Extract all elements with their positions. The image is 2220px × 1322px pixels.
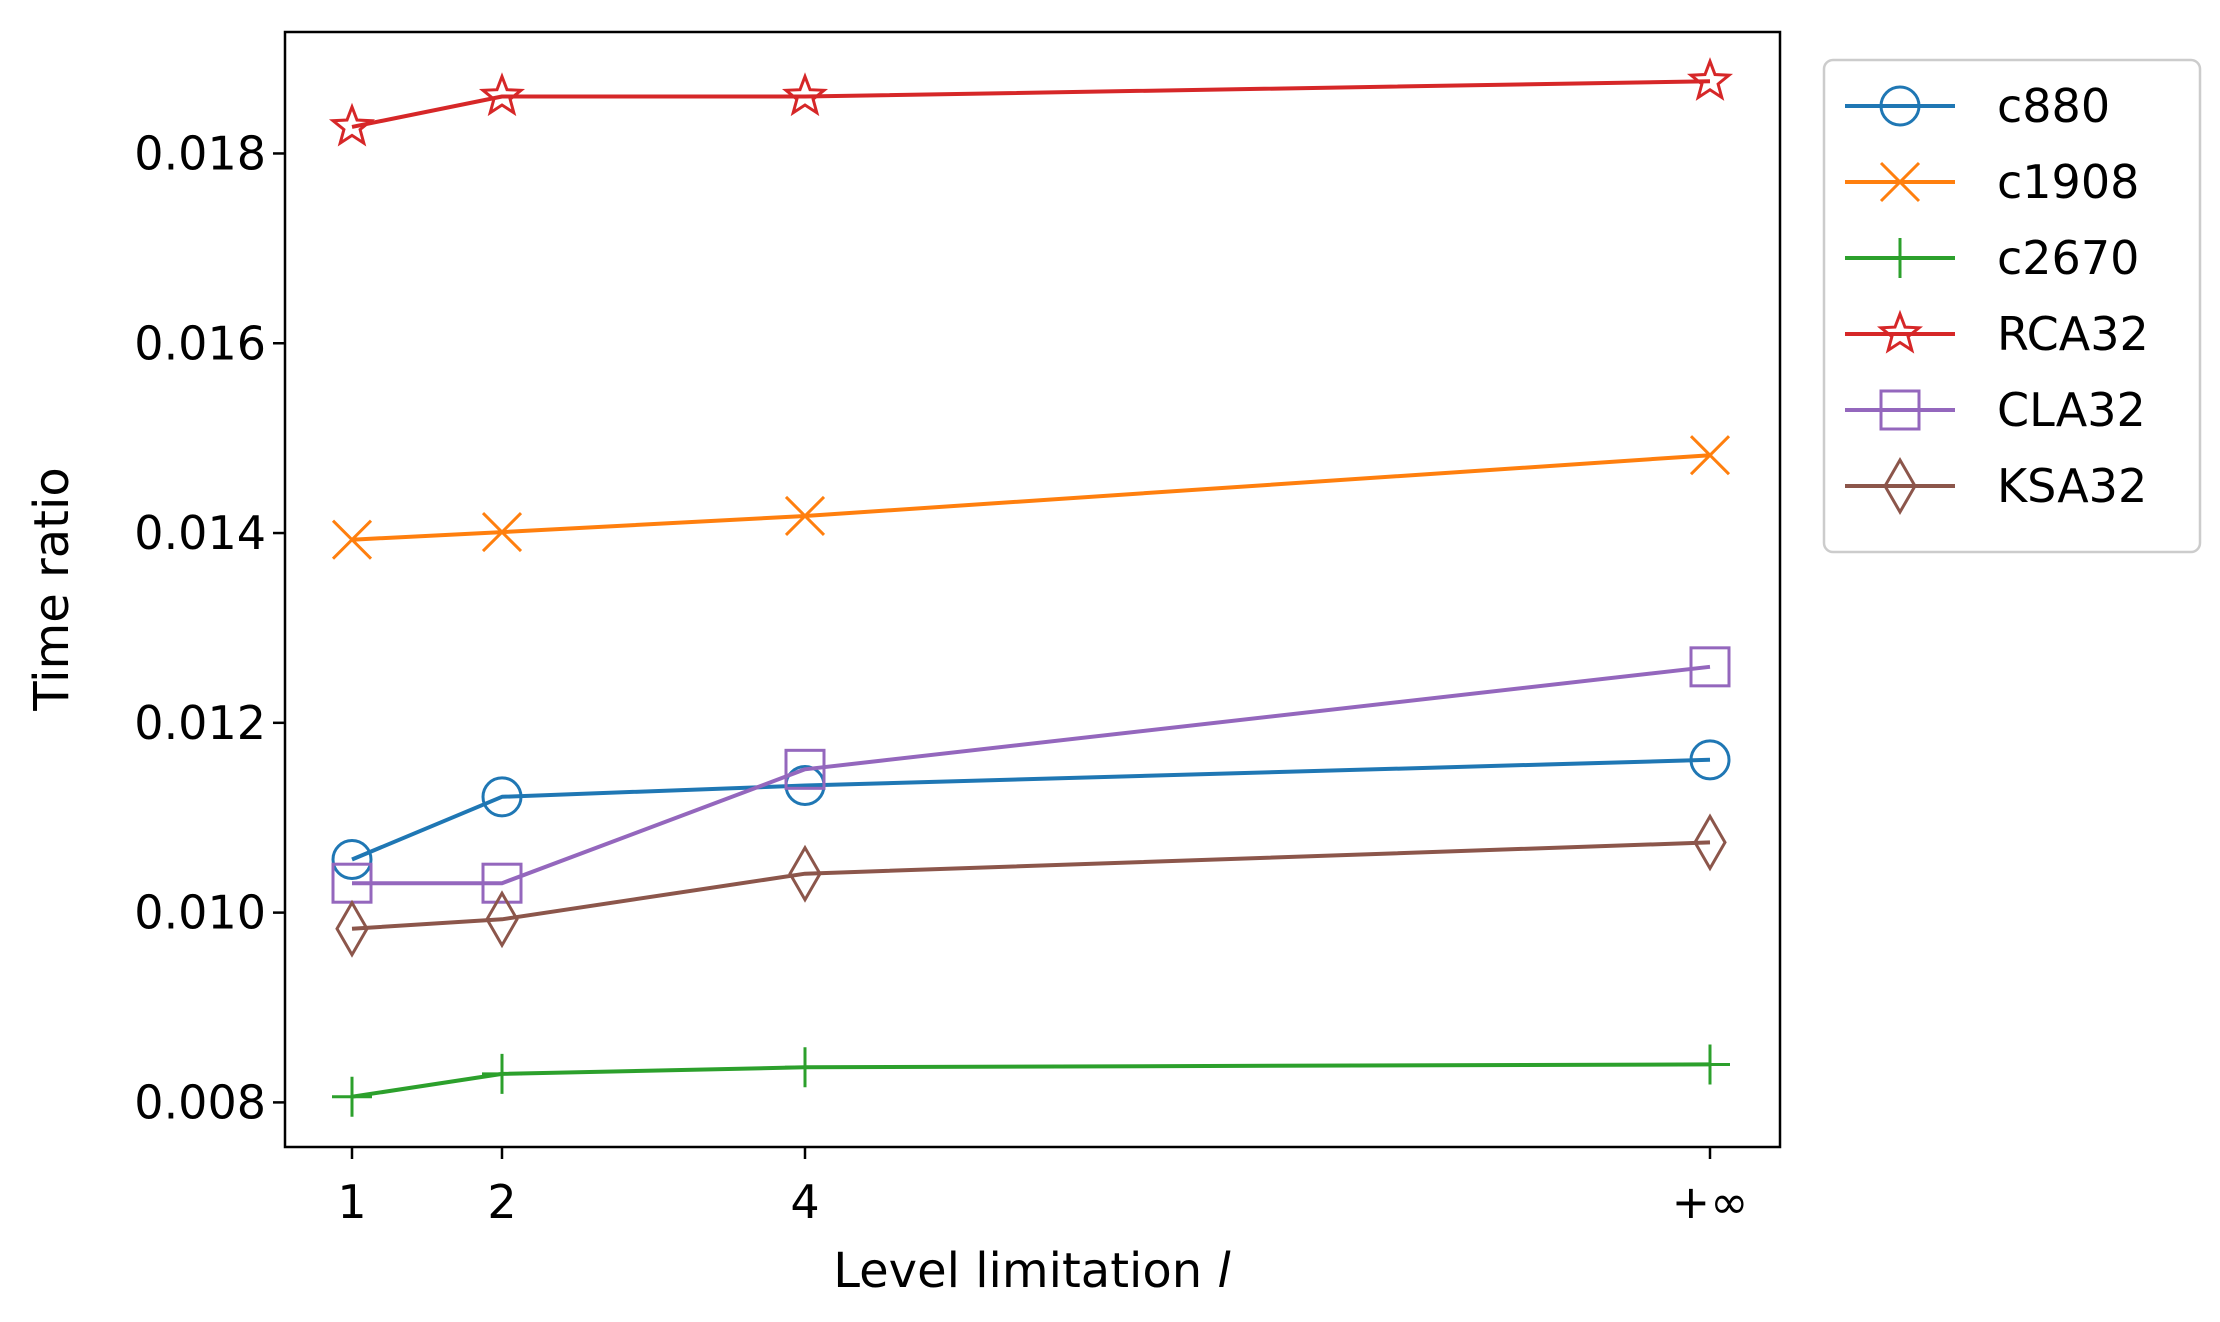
x-tick-label: 1 (337, 1175, 366, 1229)
legend-label-cla32: CLA32 (1997, 383, 2146, 437)
legend-label-ksa32: KSA32 (1997, 459, 2147, 513)
y-tick-label: 0.014 (134, 506, 266, 560)
data-point-rca32 (781, 72, 829, 117)
data-point-c1908 (1689, 435, 1731, 476)
data-point-c2670 (785, 1047, 825, 1088)
x-tick-label: 2 (487, 1175, 516, 1229)
series-line-c2670 (351, 1062, 1711, 1099)
data-point-c1908 (331, 519, 373, 560)
data-point-ksa32 (485, 890, 519, 949)
y-tick-label: 0.012 (134, 696, 266, 750)
legend-marker-c880 (1879, 85, 1921, 127)
data-point-cla32 (481, 862, 523, 904)
data-point-rca32 (328, 102, 376, 147)
y-axis-label: Time ratio (24, 467, 80, 711)
data-point-c880 (1689, 739, 1731, 781)
data-point-c1908 (481, 512, 523, 553)
plot-area (328, 57, 1734, 1117)
axis-ticks: 1 2 4 +∞ 0.008 0.010 0.012 0.014 0.016 0.018 (134, 126, 1748, 1229)
data-point-c2670 (482, 1053, 522, 1094)
series-line-cla32 (352, 664, 1711, 886)
legend-marker-c1908 (1879, 161, 1921, 203)
y-tick-label: 0.016 (134, 316, 266, 370)
data-point-c880 (481, 776, 523, 818)
y-tick-label: 0.008 (134, 1075, 266, 1129)
data-point-ksa32 (788, 844, 822, 903)
x-tick-label: 4 (790, 1175, 819, 1229)
data-point-c2670 (1690, 1044, 1730, 1085)
legend-label-c880: c880 (1997, 79, 2110, 133)
data-point-c2670 (332, 1076, 372, 1117)
legend-label-c2670: c2670 (1997, 231, 2139, 285)
y-tick-label: 0.010 (134, 886, 266, 940)
x-axis-label: Level limitation l (833, 1243, 1231, 1299)
plot-frame (283, 30, 1782, 1149)
data-point-c880 (331, 838, 373, 880)
data-point-c1908 (784, 495, 826, 537)
legend: c880 c1908 c2670 RCA32 CLA32 KSA32 (1822, 58, 2202, 554)
series-line-ksa32 (351, 840, 1711, 931)
series-line-c1908 (351, 453, 1711, 542)
x-tick-label: +∞ (1672, 1175, 1749, 1229)
legend-marker-c2670 (1880, 238, 1920, 278)
series-line-c880 (351, 757, 1711, 862)
legend-marker-ksa32 (1883, 456, 1917, 516)
data-point-rca32 (478, 72, 526, 117)
data-point-ksa32 (335, 899, 369, 958)
data-point-cla32 (784, 748, 826, 790)
legend-label-rca32: RCA32 (1997, 307, 2149, 361)
data-point-cla32 (1689, 646, 1731, 688)
data-point-rca32 (1686, 57, 1734, 101)
legend-marker-cla32 (1879, 389, 1921, 431)
legend-marker-rca32 (1876, 309, 1924, 354)
y-tick-label: 0.018 (134, 126, 266, 180)
series-line-rca32 (351, 79, 1711, 129)
legend-label-c1908: c1908 (1997, 155, 2139, 209)
data-point-ksa32 (1693, 813, 1727, 872)
